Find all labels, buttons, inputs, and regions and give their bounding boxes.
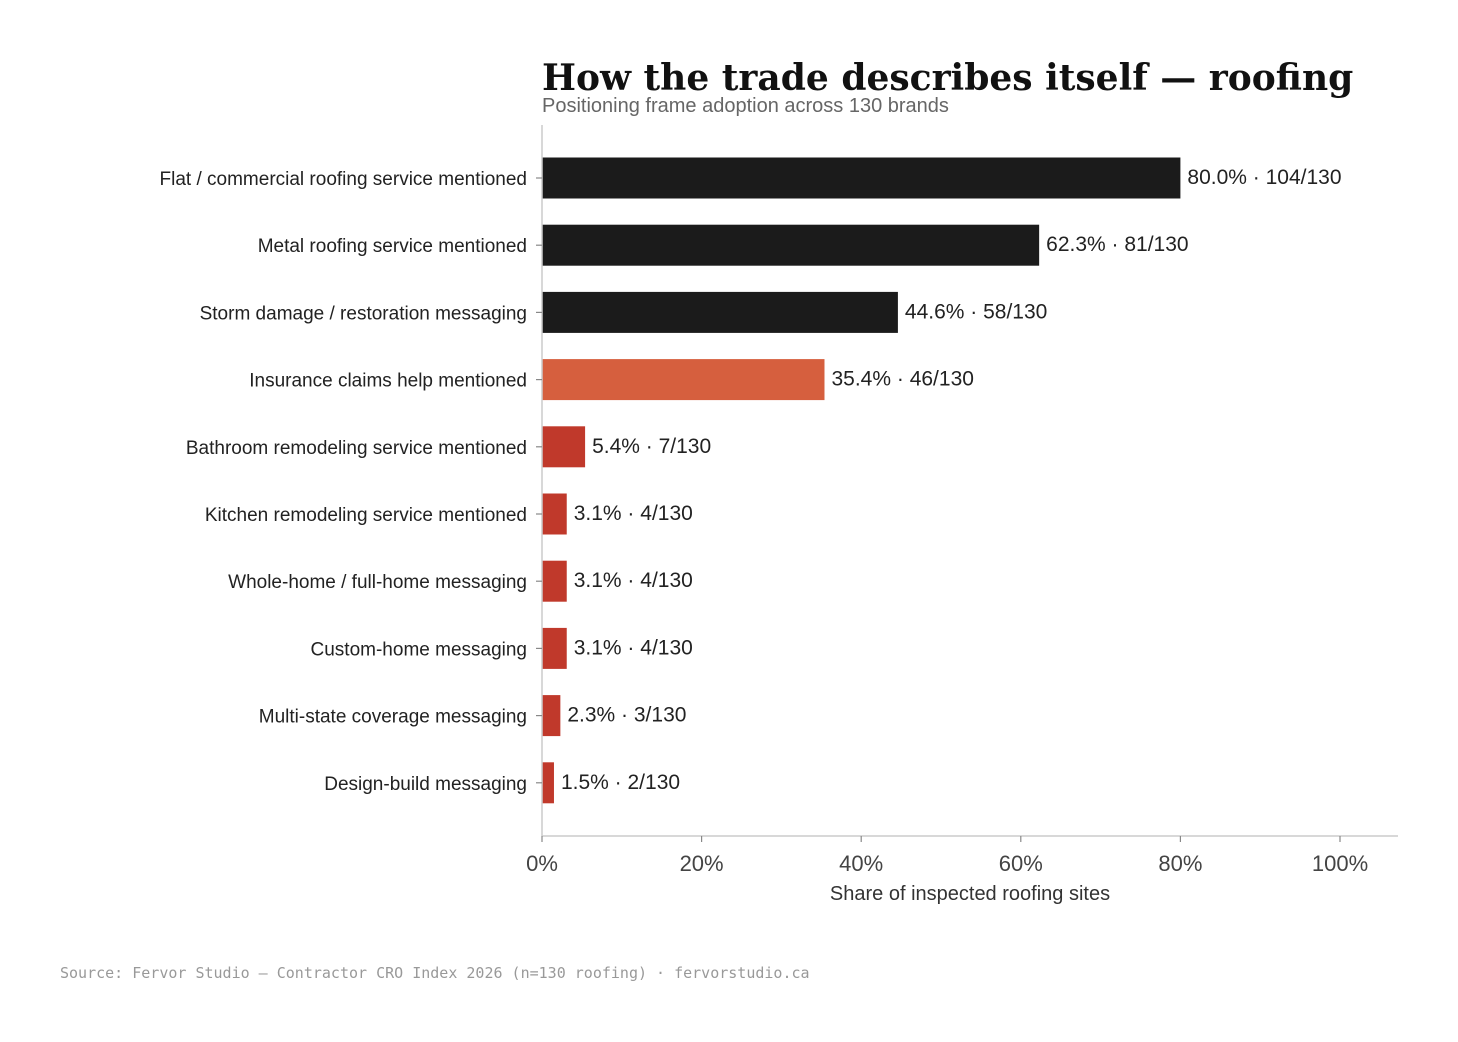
bar-5 <box>542 493 567 535</box>
bar-7 <box>542 627 567 669</box>
bar-1 <box>542 224 1040 266</box>
category-label: Insurance claims help mentioned <box>249 371 527 392</box>
bar-0 <box>542 157 1181 199</box>
data-labels-layer: 80.0% · 104/130 62.3% · 81/130 44.6% · 58/… <box>561 166 1342 794</box>
bar-3 <box>542 359 825 401</box>
bar-8 <box>542 695 561 737</box>
data-label: 3.1% · 4/130 <box>574 569 693 592</box>
category-label: Custom-home messaging <box>311 639 527 660</box>
bar-6 <box>542 560 567 602</box>
x-axis-title: Share of inspected roofing sites <box>830 883 1110 905</box>
category-label: Bathroom remodeling service mentioned <box>186 438 527 459</box>
x-tick-label: 20% <box>680 851 724 876</box>
category-label: Whole-home / full-home messaging <box>228 572 527 593</box>
bar-9 <box>542 762 554 804</box>
bars-layer <box>542 157 1181 804</box>
bar-4 <box>542 426 586 468</box>
source-note: Source: Fervor Studio — Contractor CRO I… <box>60 964 810 982</box>
data-label: 62.3% · 81/130 <box>1046 233 1188 256</box>
data-label: 35.4% · 46/130 <box>831 368 973 391</box>
category-label: Multi-state coverage messaging <box>259 707 527 728</box>
category-label: Storm damage / restoration messaging <box>200 303 527 324</box>
x-tick-label: 80% <box>1158 851 1202 876</box>
chart-subtitle: Positioning frame adoption across 130 br… <box>542 95 949 117</box>
category-label: Design-build messaging <box>324 774 527 795</box>
data-label: 1.5% · 2/130 <box>561 771 680 794</box>
category-label: Kitchen remodeling service mentioned <box>205 505 527 526</box>
data-label: 5.4% · 7/130 <box>592 435 711 458</box>
x-tick-label: 40% <box>839 851 883 876</box>
x-tick-label: 0% <box>526 851 558 876</box>
data-label: 44.6% · 58/130 <box>905 300 1047 323</box>
x-axis-ticks: 0% 20% 40% 60% 80% 100% <box>526 177 1368 876</box>
bar-2 <box>542 291 898 333</box>
data-label: 3.1% · 4/130 <box>574 502 693 525</box>
category-label: Metal roofing service mentioned <box>258 236 527 257</box>
chart-title: How the trade describes itself — roofing <box>542 57 1353 99</box>
category-label: Flat / commercial roofing service mentio… <box>160 169 527 190</box>
category-labels-layer: Flat / commercial roofing service mentio… <box>160 169 527 795</box>
x-tick-label: 60% <box>999 851 1043 876</box>
x-tick-label: 100% <box>1312 851 1368 876</box>
data-label: 80.0% · 104/130 <box>1187 166 1341 189</box>
data-label: 2.3% · 3/130 <box>567 704 686 727</box>
data-label: 3.1% · 4/130 <box>574 636 693 659</box>
